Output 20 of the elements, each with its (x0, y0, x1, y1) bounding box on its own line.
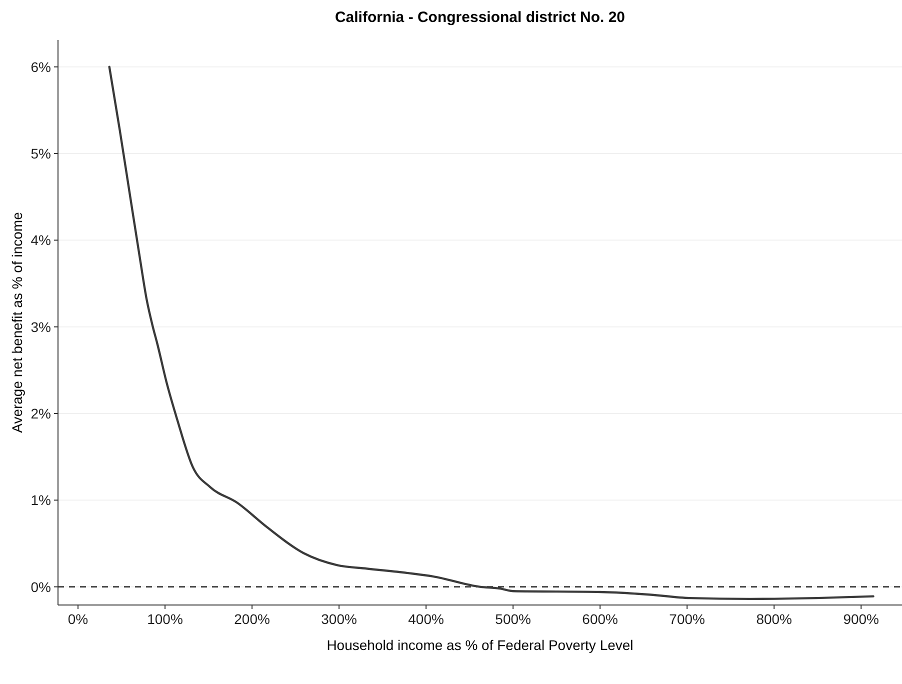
y-tick-label: 5% (30, 146, 51, 162)
y-tick-label: 4% (30, 232, 51, 248)
y-tick-label: 0% (30, 578, 51, 595)
x-tick-label: 500% (495, 611, 531, 627)
x-tick-label: 400% (408, 611, 444, 627)
y-tick-label: 2% (30, 405, 51, 422)
x-tick-label: 100% (147, 611, 183, 627)
x-tick-label: 0% (68, 611, 88, 627)
x-tick-label: 600% (582, 611, 618, 627)
x-tick-label: 300% (321, 611, 357, 627)
x-tick-label: 900% (843, 611, 880, 627)
y-tick-label: 6% (30, 58, 51, 75)
x-tick-label: 200% (234, 611, 270, 627)
y-tick-label: 3% (30, 318, 51, 335)
x-axis-title: Household income as % of Federal Poverty Level (326, 637, 634, 653)
y-axis-title: Average net benefit as % of income (9, 212, 25, 433)
chart-title: California - Congressional district No. 20 (334, 9, 626, 26)
y-tick-label: 1% (30, 492, 51, 508)
x-tick-label: 700% (669, 611, 705, 627)
x-tick-label: 800% (756, 611, 792, 627)
